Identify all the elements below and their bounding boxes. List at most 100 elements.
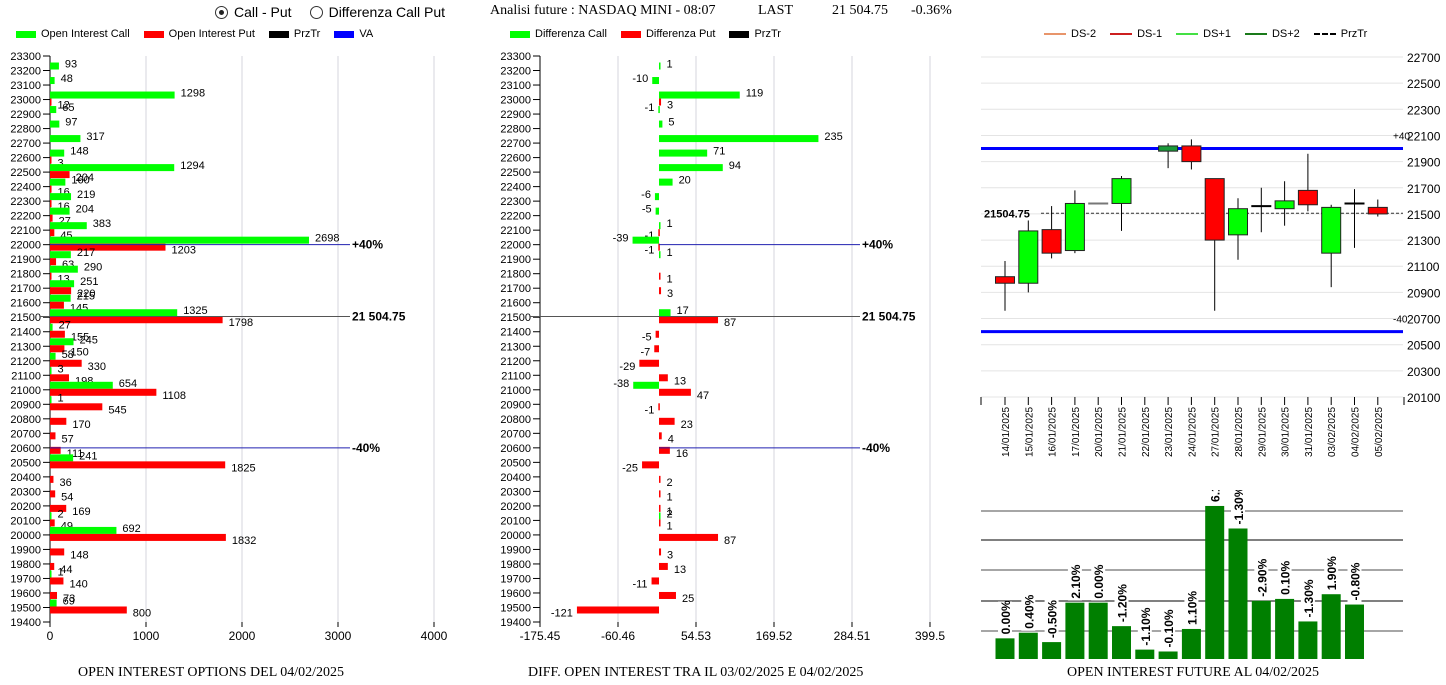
- bar-put: [659, 374, 668, 382]
- x-tick-label: 05/02/2025: [1374, 407, 1385, 457]
- header-info: Analisi future : NASDAQ MINI - 08:07 LAS…: [490, 3, 952, 19]
- y-tick-label: 22200: [500, 211, 531, 223]
- bar-put: [50, 229, 55, 237]
- bar-put: [50, 287, 72, 295]
- data-label: 1.90%: [1325, 556, 1339, 590]
- x-tick-label: 23/01/2025: [1164, 407, 1175, 457]
- bar-put: [659, 562, 668, 570]
- bar-call: [50, 149, 65, 157]
- y-tick-label: 22300: [10, 196, 41, 208]
- data-label-put: -5: [642, 332, 652, 344]
- y-tick-label: 20400: [10, 472, 41, 484]
- radio-call-put[interactable]: Call - Put: [215, 4, 292, 20]
- y-tick-label: 20500: [500, 457, 531, 469]
- bar-call: [50, 309, 178, 317]
- page-title: Analisi future : NASDAQ MINI - 08:07: [490, 3, 716, 18]
- y-tick-label: 20500: [1407, 339, 1441, 353]
- last-label: LAST: [758, 3, 793, 18]
- data-label-put: 36: [59, 477, 71, 489]
- bar-call: [659, 135, 819, 143]
- y-tick-label: 22600: [10, 153, 41, 165]
- bar-oi-future: [1158, 651, 1178, 659]
- x-tick-label: 1000: [133, 629, 160, 643]
- data-label-put: 12: [58, 100, 70, 112]
- data-label-bg: [1277, 561, 1292, 597]
- data-label-call: 383: [93, 218, 111, 230]
- y-tick-label: 19400: [500, 617, 531, 629]
- bar-call: [50, 454, 74, 462]
- y-tick-label: 22100: [500, 225, 531, 237]
- y-tick-label: 19900: [500, 544, 531, 556]
- data-label: -0.50%: [1046, 600, 1060, 638]
- data-label-call: -38: [613, 378, 629, 390]
- y-tick-label: 21700: [1407, 182, 1441, 196]
- bar-put: [659, 287, 662, 295]
- data-label: -1.30%: [1232, 490, 1246, 524]
- y-tick-label: 23200: [500, 66, 531, 78]
- bar-put: [50, 490, 56, 498]
- bar-call: [50, 367, 52, 375]
- data-label-call: 290: [84, 262, 102, 274]
- data-label-call: 20: [679, 175, 691, 187]
- y-tick-label: 22900: [10, 109, 41, 121]
- legend-oi-options: Open Interest Call Open Interest Put Prz…: [16, 28, 373, 40]
- data-label-put: 1825: [231, 462, 255, 474]
- data-label-put: 87: [724, 535, 736, 547]
- bar-call: [659, 512, 661, 520]
- legend-item-ds+1: DS+1: [1176, 28, 1231, 40]
- data-label-put: 1: [667, 506, 673, 518]
- data-label-call: 1: [58, 566, 64, 578]
- x-tick-label: 27/01/2025: [1211, 407, 1222, 457]
- y-tick-label: 19600: [500, 588, 531, 600]
- legend-label: DS+2: [1271, 28, 1300, 40]
- bar-put: [659, 98, 662, 106]
- y-tick-label: 20000: [500, 530, 531, 542]
- bar-put: [50, 171, 70, 179]
- x-tick-label: 4000: [421, 629, 448, 643]
- bar-put: [50, 562, 55, 570]
- x-tick-label: 0: [47, 629, 54, 643]
- candle-down: [995, 276, 1015, 284]
- legend-label: VA: [359, 28, 374, 40]
- radio-indicator[interactable]: [309, 5, 323, 19]
- radio-indicator[interactable]: [215, 5, 228, 19]
- bar-put: [50, 461, 226, 469]
- y-tick-label: 22500: [10, 167, 41, 179]
- bar-put: [655, 330, 660, 338]
- y-tick-label: 23200: [10, 66, 41, 78]
- x-tick-label: 15/01/2025: [1024, 407, 1035, 457]
- legend-item-ds-1: DS-1: [1110, 28, 1162, 40]
- data-label-put: 4: [668, 433, 674, 445]
- swatch-call: [510, 30, 530, 38]
- data-label-call: 235: [824, 131, 842, 143]
- legend-label: DS-1: [1137, 28, 1163, 40]
- bar-call: [50, 62, 59, 70]
- x-tick-label: 03/02/2025: [1327, 407, 1338, 457]
- data-label-put: 3: [58, 158, 64, 170]
- y-tick-label: 20800: [500, 414, 531, 426]
- data-label-call: 215: [77, 291, 95, 303]
- data-label-call: 2698: [315, 233, 339, 245]
- candle-down: [1181, 145, 1202, 163]
- bar-put: [50, 330, 65, 338]
- candle-up: [1158, 145, 1179, 152]
- y-tick-label: 21300: [1407, 234, 1441, 248]
- bar-put: [642, 461, 660, 469]
- candle-up: [1111, 178, 1132, 204]
- x-tick-label: -60.46: [601, 629, 635, 643]
- bar-call: [659, 120, 663, 128]
- bar-put: [50, 446, 61, 454]
- data-label-call: 5: [668, 117, 674, 129]
- bar-oi-future: [1345, 604, 1364, 659]
- y-tick-label: 22700: [1407, 51, 1441, 65]
- bar-call: [50, 236, 310, 244]
- swatch-put: [143, 30, 164, 38]
- radio-differenza-call-put[interactable]: Differenza Call Put: [309, 4, 445, 20]
- data-label-call: 17: [677, 305, 689, 317]
- data-label-call: 1: [667, 59, 673, 71]
- data-label-call: 58: [62, 349, 74, 361]
- legend-item-ds-2: DS-2: [1044, 28, 1096, 40]
- last-value: 21 504.75: [832, 3, 888, 18]
- bar-put: [658, 403, 660, 411]
- bar-put: [659, 316, 719, 324]
